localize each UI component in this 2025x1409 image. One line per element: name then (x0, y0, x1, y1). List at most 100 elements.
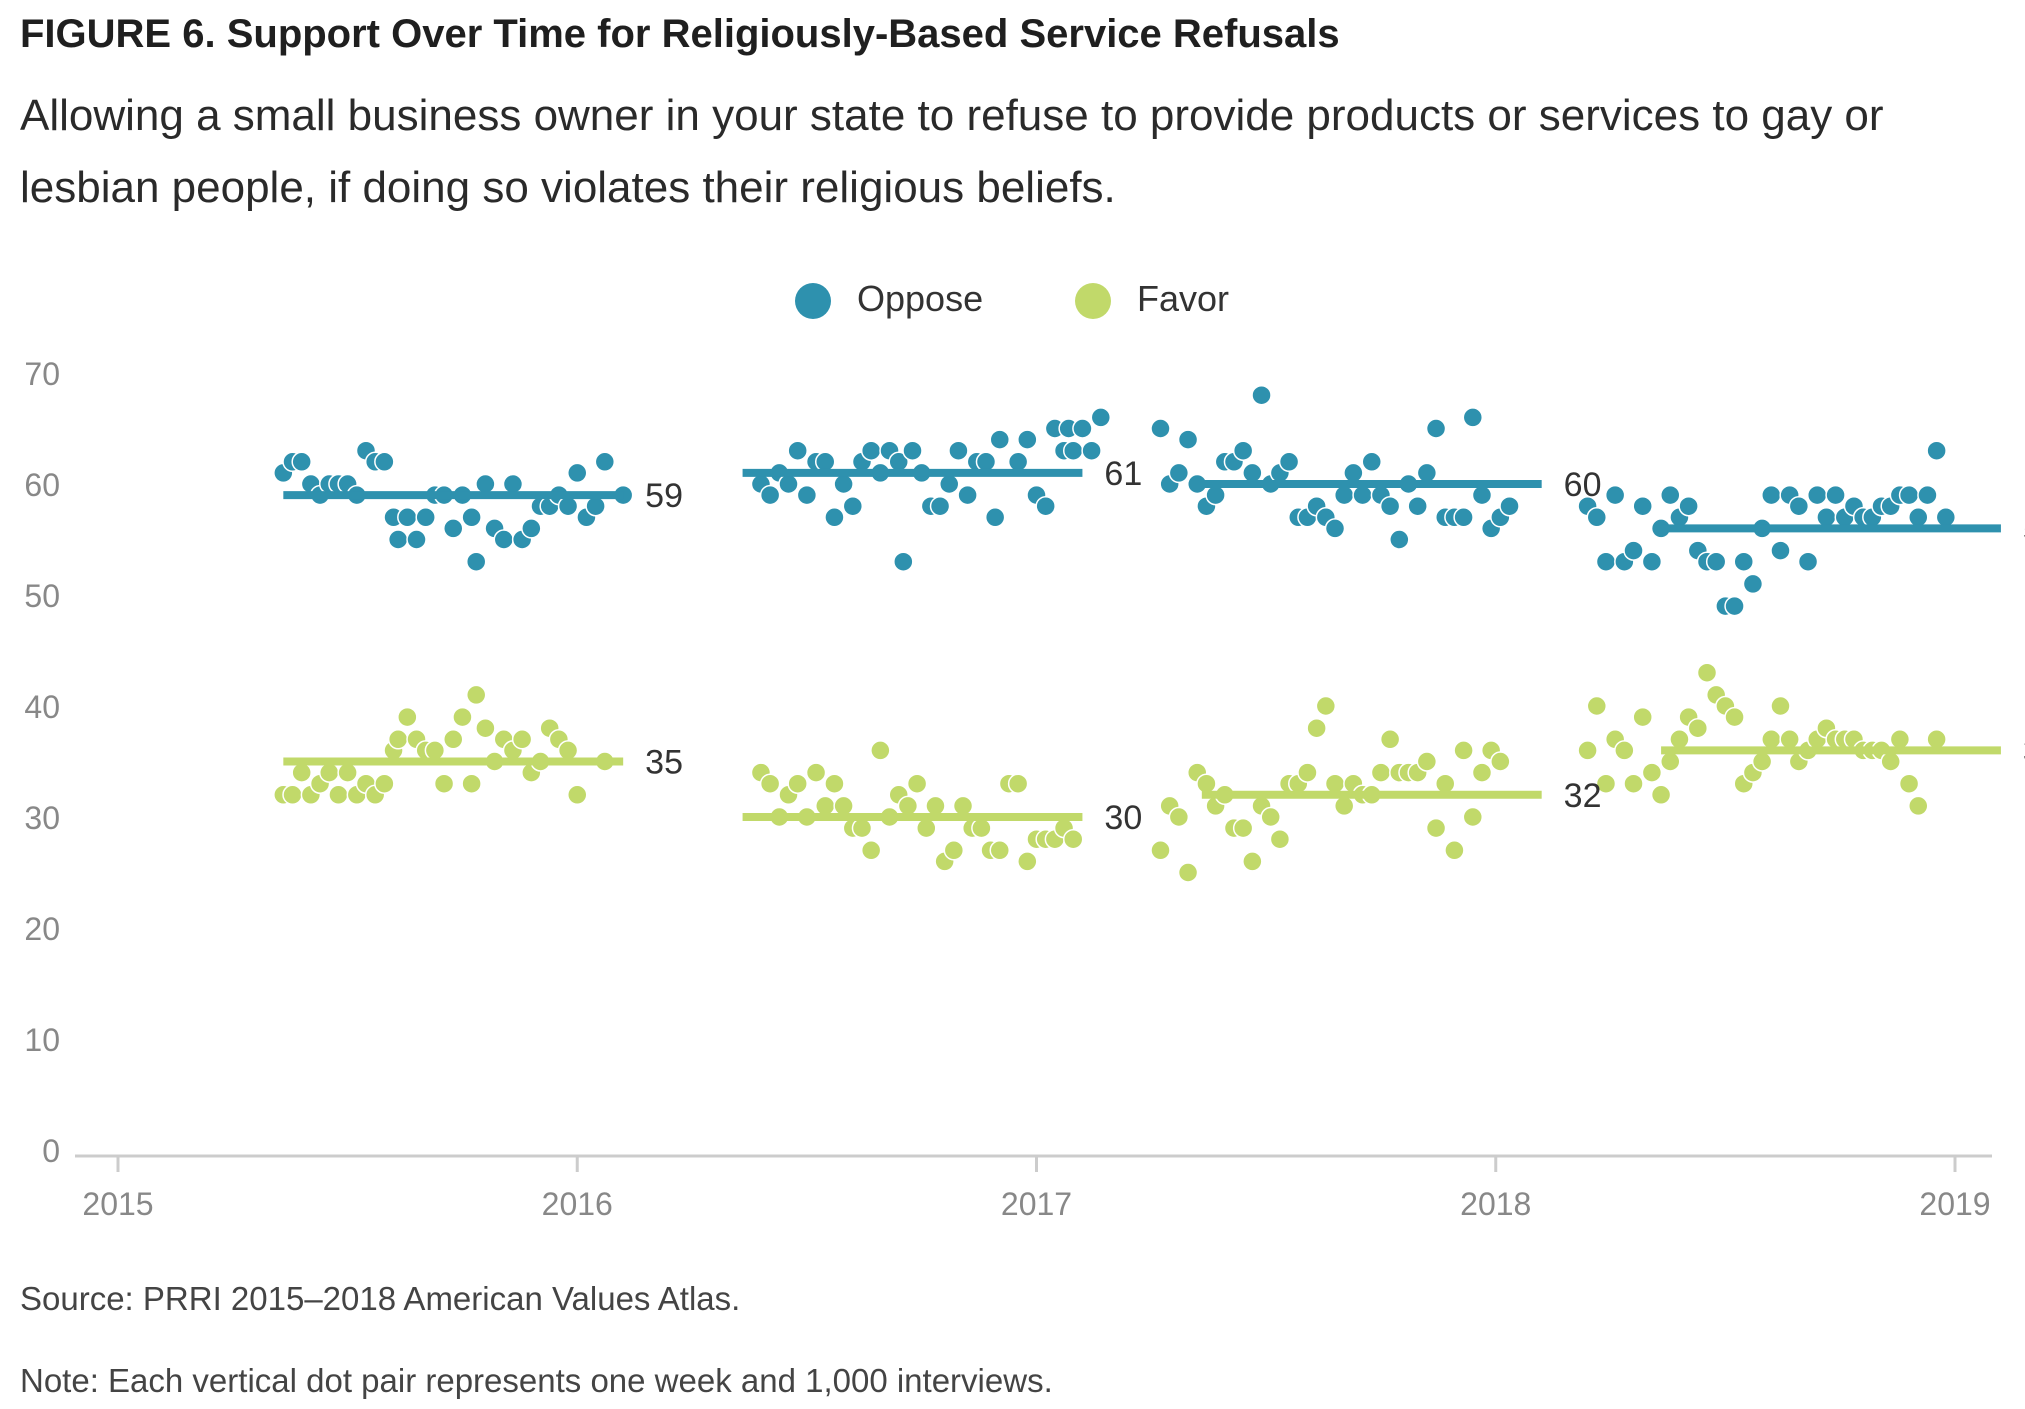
favor-dot (511, 729, 533, 750)
favor-dot (461, 773, 482, 794)
oppose-dot (1499, 495, 1520, 517)
favor-dot (952, 795, 974, 817)
oppose-dot (1168, 462, 1190, 484)
oppose-dot (1343, 462, 1364, 484)
oppose-dot (1150, 418, 1171, 439)
favor-dot (1416, 751, 1438, 772)
oppose-mean-label-2017: 60 (1564, 466, 1602, 504)
oppose-dot (1797, 551, 1819, 572)
oppose-dot (1242, 462, 1263, 484)
oppose-dot (824, 507, 845, 528)
oppose-dot (1825, 484, 1846, 506)
favor-dot (1779, 729, 1800, 750)
oppose-dot (1333, 484, 1355, 506)
oppose-dot (1806, 484, 1828, 506)
oppose-dot (1407, 495, 1428, 517)
oppose-dot (989, 429, 1011, 450)
source-note: Source: PRRI 2015–2018 American Values A… (20, 1280, 741, 1317)
favor-dot (387, 729, 409, 750)
favor-dot (1196, 773, 1217, 794)
y-tick-label-50: 50 (24, 578, 60, 614)
favor-dot (1577, 740, 1598, 761)
favor-dot (1269, 828, 1291, 850)
favor-dot (1889, 729, 1911, 750)
oppose-dot (1604, 484, 1626, 506)
oppose-dot (1352, 484, 1373, 506)
oppose-dot (1251, 384, 1272, 406)
favor-dot (1007, 773, 1029, 794)
favor-dot (1751, 751, 1773, 772)
oppose-dot (557, 495, 579, 517)
favor-dot (1062, 828, 1084, 850)
favor-dot (906, 773, 928, 794)
oppose-dot (1232, 440, 1254, 461)
favor-dot (759, 773, 781, 794)
oppose-dot (502, 473, 524, 495)
oppose-dot (1908, 507, 1929, 528)
oppose-dot (1389, 529, 1410, 550)
favor-dot (870, 740, 891, 761)
x-tick-label-2018: 2018 (1460, 1186, 1531, 1220)
favor-dot (860, 840, 882, 861)
favor-dot (452, 706, 473, 728)
favor-dot (1177, 862, 1199, 883)
favor-mean-label-2017: 32 (1564, 777, 1602, 815)
favor-dot (1324, 773, 1346, 794)
favor-dot (925, 795, 946, 817)
favor-dot (1660, 751, 1681, 772)
oppose-dot (975, 451, 997, 473)
favor-dot (1462, 806, 1484, 828)
favor-dot (1168, 806, 1190, 828)
oppose-mean-label-2015: 59 (645, 477, 683, 515)
favor-dot (1434, 773, 1456, 794)
oppose-dot (1361, 451, 1383, 473)
oppose-dot (387, 529, 409, 550)
oppose-dot (1595, 551, 1617, 572)
favor-dot (1333, 795, 1355, 817)
favor-dot (805, 762, 827, 783)
favor-dot (1370, 762, 1392, 783)
legend-label-favor: Favor (1137, 278, 1230, 319)
y-tick-label-60: 60 (24, 467, 60, 503)
y-tick-label-20: 20 (24, 911, 60, 947)
oppose-dot (1761, 484, 1782, 506)
favor-dot (1379, 729, 1401, 750)
favor-dot (1614, 740, 1635, 761)
favor-dot (319, 762, 340, 783)
favor-dot (1315, 695, 1337, 717)
oppose-dot (1678, 495, 1699, 517)
oppose-dot (893, 551, 914, 572)
favor-dot (1453, 740, 1474, 761)
oppose-mean-label-2018: 56 (2023, 510, 2025, 548)
favor-dot (1687, 717, 1709, 739)
favor-dot (1623, 773, 1644, 794)
oppose-dot (1090, 407, 1112, 428)
oppose-dot (948, 440, 969, 461)
oppose-mean-label-2016: 61 (1104, 455, 1142, 493)
legend-swatch-oppose (795, 283, 831, 319)
legend-label-oppose: Oppose (857, 278, 984, 319)
favor-dot (1669, 729, 1690, 750)
favor-dot (824, 773, 845, 794)
oppose-dot (1742, 573, 1764, 595)
favor-dot (1242, 851, 1263, 872)
oppose-dot (406, 529, 427, 550)
oppose-dot (415, 507, 436, 528)
oppose-dot (1724, 595, 1745, 617)
y-tick-label-30: 30 (24, 800, 60, 836)
favor-dot (1150, 840, 1171, 861)
favor-mean-label-2015: 35 (645, 744, 683, 782)
oppose-dot (842, 495, 864, 517)
favor-dot (1586, 695, 1608, 717)
oppose-dot (1926, 440, 1947, 461)
favor-dot (1724, 706, 1745, 728)
oppose-dot (796, 484, 818, 506)
mean-layer: 59 61 60 56 35 30 32 36 (283, 455, 2025, 837)
favor-dot (328, 784, 349, 806)
favor-dot (814, 795, 836, 817)
favor-dot (433, 773, 455, 794)
favor-dot (1425, 817, 1447, 839)
oppose-dot (1586, 507, 1608, 528)
oppose-dot (594, 451, 616, 473)
y-tick-label-10: 10 (24, 1022, 60, 1058)
